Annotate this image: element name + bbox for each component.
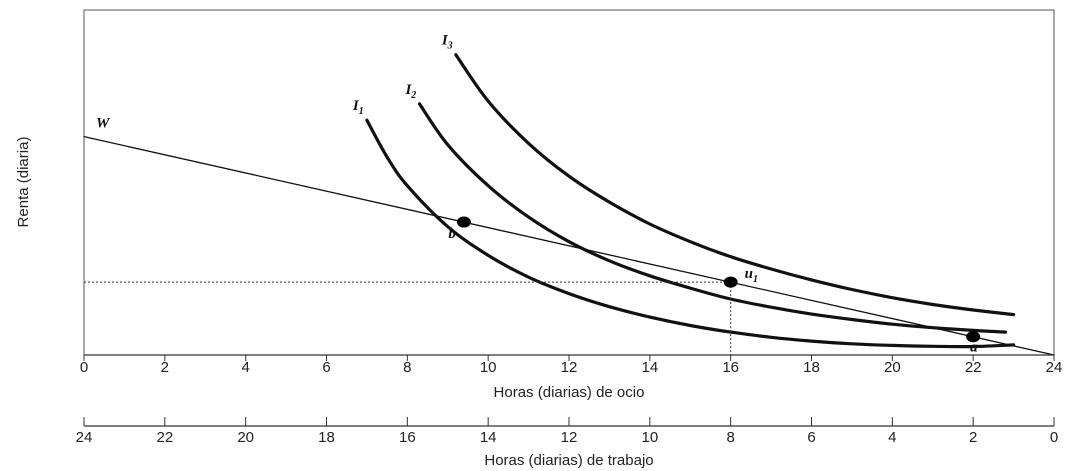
x2-tick-label: 18 [318,429,335,446]
points [456,216,981,343]
x-tick-label: 22 [965,359,982,376]
y-axis-title: Renta (diaria) [15,137,32,228]
x-tick-label: 20 [884,359,901,376]
x2-tick-label: 6 [807,429,815,446]
curve-label-w: W [96,116,111,132]
x-axis-work-ticks: 24 22 20 18 16 14 12 10 8 6 4 2 0 [76,417,1058,446]
x-tick-label: 2 [161,359,169,376]
x2-tick-label: 0 [1050,429,1058,446]
x2-tick-label: 16 [399,429,416,446]
curve-i1 [365,118,1016,349]
x-axis-work-title: Horas (diarias) de trabajo [484,452,653,469]
x-tick-label: 16 [722,359,739,376]
curve-w [83,135,1055,356]
curves [83,53,1055,356]
x-axis-leisure-title: Horas (diarias) de ocio [494,384,645,401]
curve-label-i2: I2 [404,82,416,101]
curve-i3 [454,53,1016,317]
x-axis-leisure-ticks: 0 2 4 6 8 10 12 14 16 18 20 22 24 [80,355,1063,376]
guides [84,281,732,355]
x-tick-label: 18 [803,359,820,376]
x-tick-label: 8 [403,359,411,376]
x2-tick-label: 20 [237,429,254,446]
point-label-b: b [448,226,456,242]
x2-tick-label: 12 [561,429,578,446]
curve-labels: W I1 I2 I3 b u1 a [96,33,978,356]
point-label-a: a [970,340,978,356]
x2-tick-label: 4 [888,429,896,446]
x2-tick-label: 8 [726,429,734,446]
x-tick-label: 14 [641,359,658,376]
curve-label-i3: I3 [441,33,453,52]
x-tick-label: 10 [480,359,497,376]
x-tick-label: 4 [241,359,249,376]
x2-tick-label: 10 [641,429,658,446]
x2-tick-label: 24 [76,429,93,446]
point-a [966,331,981,343]
point-b [456,216,471,228]
curve-label-i1: I1 [352,98,364,117]
plot-frame [83,9,1055,356]
x2-tick-label: 2 [969,429,977,446]
x-tick-label: 6 [322,359,330,376]
point-u1 [723,276,738,288]
point-label-u1: u1 [745,266,758,285]
x2-tick-label: 14 [480,429,497,446]
x2-tick-label: 22 [156,429,173,446]
x-tick-label: 24 [1046,359,1063,376]
x-tick-label: 0 [80,359,88,376]
curve-i2 [417,102,1008,334]
x-tick-label: 12 [561,359,578,376]
